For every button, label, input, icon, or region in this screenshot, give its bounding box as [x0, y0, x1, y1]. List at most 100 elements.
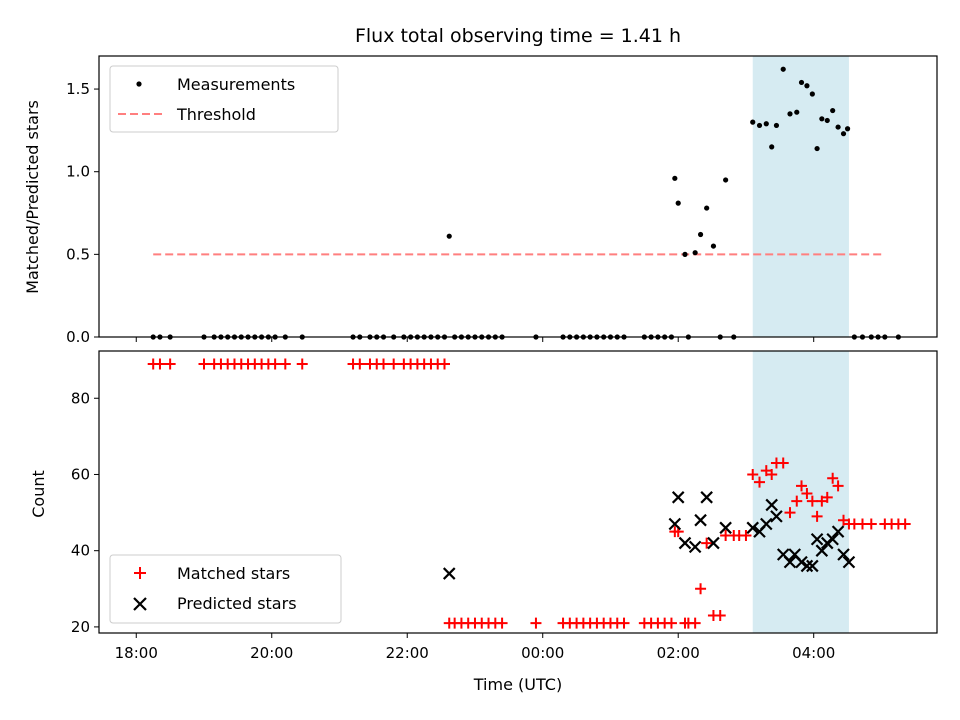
matched-star-point	[279, 358, 291, 370]
predicted-star-point	[800, 559, 814, 573]
predicted-star-point	[678, 536, 692, 550]
measurements-series	[150, 66, 901, 340]
bottom-legend-box	[109, 554, 342, 624]
legend-measurements-label: Measurements	[177, 75, 295, 94]
measurement-point	[780, 66, 786, 72]
measurement-point	[835, 124, 841, 130]
matched-star-point	[740, 529, 752, 541]
legend-predicted-label: Predicted stars	[177, 594, 297, 613]
measurement-point	[763, 121, 769, 127]
legend-matched-marker	[134, 567, 146, 579]
predicted-star-point	[806, 559, 819, 573]
matched-star-point	[701, 537, 713, 549]
matched-star-point	[899, 518, 911, 530]
matched-star-point	[164, 358, 176, 370]
matched-star-point	[378, 358, 390, 370]
matched-star-point	[438, 358, 450, 370]
top-y-tick-label: 0.0	[66, 328, 90, 346]
matched-star-point	[154, 358, 166, 370]
matched-star-point	[618, 617, 630, 629]
measurement-point	[756, 122, 763, 129]
predicted-star-point	[668, 517, 682, 531]
top-y-axis-label: Matched/Predicted stars	[23, 100, 42, 294]
top-axes-frame	[98, 55, 938, 338]
matched-star-point	[827, 472, 839, 484]
matched-star-point	[354, 358, 366, 370]
measurement-point	[819, 116, 825, 122]
measurement-point	[675, 200, 681, 206]
bottom-y-tick-label: 20	[71, 618, 90, 636]
matched-star-point	[806, 495, 818, 507]
predicted-star-point	[842, 555, 856, 569]
measurement-point	[804, 83, 810, 89]
predicted-star-point	[795, 555, 808, 569]
bottom-highlight-span	[752, 351, 849, 633]
matched-star-point	[832, 480, 844, 492]
chart-title: Flux total observing time = 1.41 h	[355, 25, 681, 47]
x-tick-label: 04:00	[792, 644, 835, 662]
predicted-star-point	[707, 536, 720, 550]
measurement-point	[814, 145, 820, 152]
measurement-point	[798, 79, 805, 86]
predicted-star-point	[826, 532, 839, 546]
predicted-star-point	[694, 513, 707, 527]
bottom-axes-frame	[98, 350, 938, 634]
matched-star-point	[269, 358, 281, 370]
measurement-point	[682, 251, 688, 257]
top-y-tick-label: 0.5	[66, 245, 90, 263]
matched-star-point	[530, 617, 542, 629]
measurement-point	[710, 243, 717, 249]
measurement-point	[750, 119, 756, 125]
measurement-point	[787, 111, 793, 117]
top-y-tick-label: 1.5	[66, 80, 90, 98]
measurement-point	[840, 131, 847, 137]
matched-star-point	[811, 510, 823, 522]
measurement-point	[830, 107, 836, 114]
predicted-star-point	[815, 544, 829, 557]
matched-star-point	[714, 609, 726, 621]
measurement-point	[844, 126, 851, 132]
bottom-legend: Matched stars Predicted stars	[109, 554, 342, 624]
measurement-point	[769, 144, 775, 150]
predicted-star-point	[688, 540, 702, 554]
predicted-star-point	[760, 517, 773, 531]
measurement-point	[794, 109, 800, 115]
predicted-star-point	[719, 521, 732, 535]
matched-star-point	[801, 488, 813, 500]
measurement-point	[692, 250, 698, 256]
predicted-star-point	[837, 548, 850, 561]
legend-predicted-marker	[133, 597, 147, 611]
predicted-star-point	[746, 521, 760, 535]
matched-star-point	[791, 495, 803, 507]
matched-star-point	[784, 507, 796, 519]
bottom-x-axis: 18:00 20:00 22:00 00:00 02:00 04:00	[115, 633, 835, 662]
measurement-point	[773, 122, 780, 129]
bottom-y-tick-label: 80	[71, 389, 90, 407]
bottom-y-axis-label: Count	[29, 470, 48, 518]
matched-star-point	[496, 617, 508, 629]
top-panel: 0.0 0.5 1.0 1.5 Matched/Predicted stars Mea…	[23, 55, 938, 346]
matched-series	[147, 358, 911, 629]
bottom-y-tick-label: 40	[71, 542, 90, 560]
bottom-y-tick-label: 60	[71, 465, 90, 483]
matched-star-point	[388, 358, 400, 370]
legend-measurements-marker	[136, 81, 142, 87]
x-tick-label: 22:00	[386, 644, 429, 662]
x-axis-label: Time (UTC)	[473, 675, 562, 694]
matched-star-point	[796, 480, 808, 492]
x-tick-label: 20:00	[250, 644, 293, 662]
x-tick-label: 18:00	[115, 644, 158, 662]
legend-threshold-label: Threshold	[176, 105, 256, 124]
matched-star-point	[747, 468, 759, 480]
matched-star-point	[777, 457, 789, 469]
predicted-star-point	[700, 491, 713, 504]
measurement-point	[704, 205, 710, 211]
measurement-point	[809, 91, 815, 97]
matched-star-point	[198, 358, 210, 370]
top-legend-box	[109, 65, 339, 133]
matched-star-point	[766, 468, 778, 480]
top-y-tick-label: 1.0	[66, 163, 90, 181]
predicted-star-point	[442, 567, 456, 580]
